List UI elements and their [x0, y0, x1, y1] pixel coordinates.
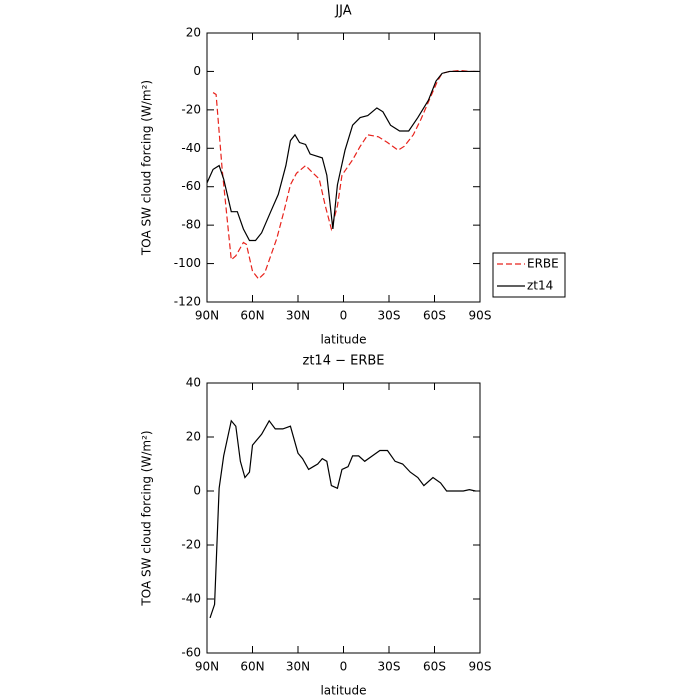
data-line	[206, 70, 479, 242]
plot-frame	[206, 382, 481, 654]
y-tick-label: -120	[174, 295, 201, 309]
plot-frame	[206, 32, 481, 303]
x-tick-label: 0	[340, 309, 348, 323]
x-tick-label: 30S	[378, 660, 401, 674]
legend-label: ERBE	[527, 257, 559, 271]
y-tick-label: 40	[186, 376, 201, 390]
x-axis-label: latitude	[320, 684, 366, 698]
y-tick-label: -20	[181, 102, 201, 116]
x-tick-label: 60N	[240, 660, 264, 674]
y-tick-label: -80	[181, 218, 201, 232]
x-tick-label: 30N	[286, 309, 310, 323]
y-axis-label: TOA SW cloud forcing (W/m²)	[140, 430, 154, 606]
x-tick-label: 90S	[469, 660, 492, 674]
chart-title: JJA	[334, 4, 351, 19]
y-axis-label: TOA SW cloud forcing (W/m²)	[140, 80, 154, 256]
x-axis-label: latitude	[320, 333, 366, 347]
x-tick-label: 90N	[195, 660, 219, 674]
y-tick-label: -40	[181, 141, 201, 155]
y-tick-label: 20	[186, 26, 201, 40]
y-tick-label: -100	[174, 256, 201, 270]
y-tick-label: -20	[181, 538, 201, 552]
y-tick-label: 0	[193, 484, 201, 498]
data-line	[212, 69, 476, 280]
y-tick-label: -40	[181, 592, 201, 606]
x-tick-label: 60N	[240, 309, 264, 323]
x-tick-label: 60S	[423, 660, 446, 674]
data-line	[209, 419, 476, 619]
x-tick-label: 30N	[286, 660, 310, 674]
y-tick-label: -60	[181, 179, 201, 193]
x-tick-label: 90N	[195, 309, 219, 323]
y-tick-label: 20	[186, 430, 201, 444]
y-tick-label: -60	[181, 646, 201, 660]
chart-title: zt14 − ERBE	[303, 354, 385, 369]
x-tick-label: 0	[340, 660, 348, 674]
legend-label: zt14	[527, 279, 553, 293]
y-tick-label: 0	[193, 64, 201, 78]
x-tick-label: 60S	[423, 309, 446, 323]
x-tick-label: 30S	[378, 309, 401, 323]
x-tick-label: 90S	[469, 309, 492, 323]
legend-box	[492, 252, 566, 298]
